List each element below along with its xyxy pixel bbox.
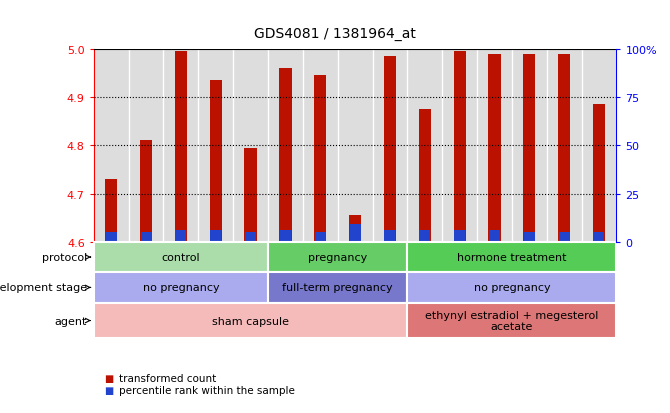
Bar	[106, 233, 117, 242]
Text: development stage: development stage	[0, 283, 87, 293]
Bar	[245, 233, 256, 242]
Text: transformed count: transformed count	[119, 373, 216, 383]
Bar	[350, 225, 360, 242]
Text: ■: ■	[104, 373, 113, 383]
Bar	[407, 50, 442, 242]
Text: full-term pregnancy: full-term pregnancy	[282, 283, 393, 293]
Text: no pregnancy: no pregnancy	[143, 283, 219, 293]
Text: hormone treatment: hormone treatment	[457, 252, 567, 262]
Bar	[268, 273, 407, 303]
Text: no pregnancy: no pregnancy	[474, 283, 550, 293]
Bar	[442, 50, 477, 242]
Bar	[558, 55, 570, 242]
Bar	[94, 50, 129, 242]
Bar	[94, 273, 268, 303]
Bar	[105, 180, 117, 242]
Bar	[94, 303, 407, 339]
Bar	[523, 55, 535, 242]
Bar	[129, 50, 163, 242]
Bar	[385, 231, 395, 242]
Text: percentile rank within the sample: percentile rank within the sample	[119, 385, 294, 395]
Bar	[454, 52, 466, 242]
Bar	[233, 50, 268, 242]
Bar	[373, 50, 407, 242]
Bar	[314, 76, 326, 242]
Bar	[407, 273, 616, 303]
Bar	[338, 50, 373, 242]
Bar	[384, 57, 396, 242]
Bar	[315, 233, 326, 242]
Bar	[407, 303, 616, 339]
Bar	[419, 110, 431, 242]
Text: protocol: protocol	[42, 252, 87, 262]
Bar	[582, 50, 616, 242]
Bar	[524, 233, 535, 242]
Bar	[349, 216, 361, 242]
Bar	[210, 81, 222, 242]
Bar	[245, 148, 257, 242]
Bar	[559, 233, 570, 242]
Bar	[210, 231, 221, 242]
Bar	[303, 50, 338, 242]
Text: ■: ■	[104, 385, 113, 395]
Bar	[163, 50, 198, 242]
Bar	[489, 231, 500, 242]
Bar	[198, 50, 233, 242]
Bar	[477, 50, 512, 242]
Bar	[279, 69, 291, 242]
Bar	[280, 231, 291, 242]
Bar	[176, 231, 186, 242]
Bar	[454, 231, 465, 242]
Text: GDS4081 / 1381964_at: GDS4081 / 1381964_at	[254, 27, 416, 41]
Bar	[141, 233, 151, 242]
Bar	[547, 50, 582, 242]
Bar	[593, 105, 605, 242]
Bar	[594, 233, 604, 242]
Bar	[407, 242, 616, 273]
Text: pregnancy: pregnancy	[308, 252, 367, 262]
Bar	[268, 242, 407, 273]
Bar	[419, 231, 430, 242]
Bar	[268, 50, 303, 242]
Bar	[140, 141, 152, 242]
Bar	[488, 55, 500, 242]
Bar	[94, 242, 268, 273]
Text: ethynyl estradiol + megesterol
acetate: ethynyl estradiol + megesterol acetate	[425, 310, 598, 332]
Text: sham capsule: sham capsule	[212, 316, 289, 326]
Text: control: control	[161, 252, 200, 262]
Bar	[512, 50, 547, 242]
Text: agent: agent	[54, 316, 87, 326]
Bar	[175, 52, 187, 242]
